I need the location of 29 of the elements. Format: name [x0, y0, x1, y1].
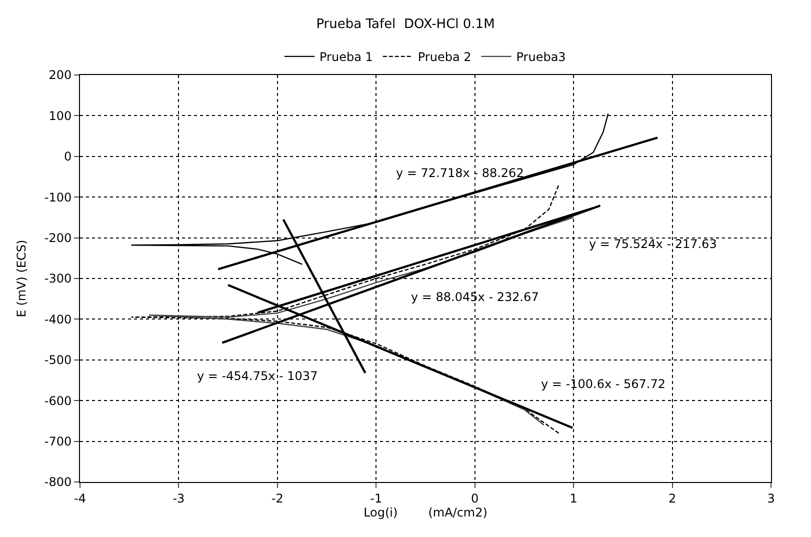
- x-tick-label: -2: [271, 491, 284, 506]
- x-tick-label: 0: [471, 491, 479, 506]
- x-tick-label: 1: [570, 491, 578, 506]
- x-tick-label: -1: [370, 491, 382, 506]
- y-tick-label: -200: [44, 231, 72, 245]
- annotation: y = 88.045x - 232.67: [411, 290, 539, 304]
- chart-title: Prueba Tafel DOX-HCl 0.1M: [316, 16, 495, 32]
- legend-label: Prueba 1: [320, 50, 373, 64]
- y-tick-label: 0: [64, 150, 72, 164]
- y-tick-label: -700: [44, 434, 72, 448]
- annotation: y = -100.6x - 567.72: [541, 377, 666, 391]
- y-tick-label: -800: [44, 475, 72, 490]
- x-tick-label: 3: [767, 491, 775, 506]
- x-axis-title: Log(i) (mA/cm2): [364, 505, 488, 520]
- x-tick-label: -3: [172, 491, 185, 506]
- legend-label: Prueba3: [516, 50, 566, 64]
- annotation: y = -454.75x - 1037: [197, 369, 318, 383]
- y-axis-title: E (mV) (ECS): [14, 240, 29, 318]
- annotation: y = 75.524x - 217.63: [589, 237, 717, 251]
- y-tick-label: 200: [48, 68, 72, 82]
- y-tick-label: -400: [44, 312, 72, 326]
- y-tick-label: 100: [48, 108, 72, 123]
- x-tick-label: -4: [74, 491, 86, 506]
- y-tick-label: -500: [44, 353, 72, 368]
- y-tick-label: -100: [44, 190, 72, 204]
- y-tick-label: -600: [44, 394, 72, 408]
- x-tick-label: 2: [668, 491, 676, 506]
- y-tick-label: -300: [44, 272, 72, 286]
- legend-label: Prueba 2: [418, 50, 472, 64]
